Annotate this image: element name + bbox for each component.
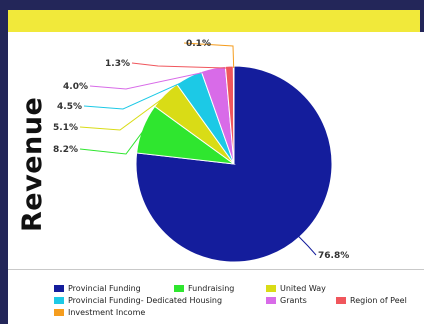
legend-label: Provincial Funding- Dedicated Housing	[68, 296, 223, 305]
divider	[8, 269, 424, 270]
legend-item[interactable]: Provincial Funding- Dedicated Housing	[54, 296, 222, 306]
leader-line	[297, 235, 317, 256]
legend-swatch	[266, 297, 276, 304]
slice-data-label: 76.8%	[318, 251, 349, 261]
slice-data-label: 0.1%	[186, 39, 211, 49]
slice-data-label: 4.0%	[63, 82, 88, 92]
legend-label: Investment Income	[68, 308, 146, 317]
legend-item[interactable]: Fundraising	[174, 284, 234, 294]
legend-label: United Way	[280, 284, 326, 293]
legend-label: Region of Peel	[350, 296, 407, 305]
pie-chart: 76.8% 8.2% 5.1% 4.5% 4.0% 1.3% 0.1%	[53, 39, 349, 263]
leader-line	[79, 128, 145, 155]
legend-swatch	[336, 297, 346, 304]
legend-item[interactable]: Investment Income	[54, 308, 145, 318]
legend-label: Provincial Funding	[68, 284, 141, 293]
side-title: Revenue	[17, 96, 48, 232]
legend-swatch	[54, 297, 64, 304]
legend-item[interactable]: Grants	[266, 296, 307, 306]
slice-data-label: 4.5%	[57, 102, 82, 112]
chart-panel: 76.8% 8.2% 5.1% 4.5% 4.0% 1.3% 0.1% Revenue Pr…	[8, 32, 424, 324]
legend-label: Fundraising	[188, 284, 235, 293]
legend-swatch	[174, 285, 184, 292]
leader-line	[183, 42, 235, 69]
slice-data-label: 5.1%	[53, 123, 78, 133]
legend-swatch	[54, 285, 64, 292]
slice-data-label: 1.3%	[105, 59, 130, 69]
leader-line	[89, 69, 214, 90]
legend-item[interactable]: Region of Peel	[336, 296, 407, 306]
legend-label: Grants	[280, 296, 307, 305]
legend: Provincial Funding Fundraising United Way P…	[54, 284, 414, 324]
slice-data-label: 8.2%	[53, 145, 78, 155]
legend-swatch	[266, 285, 276, 292]
legend-item[interactable]: Provincial Funding	[54, 284, 141, 294]
legend-item[interactable]: United Way	[266, 284, 326, 294]
leader-line	[83, 78, 190, 110]
leader-line	[79, 95, 167, 131]
legend-swatch	[54, 309, 64, 316]
pie-slice-investment-income[interactable]	[232, 65, 235, 165]
leader-line	[131, 62, 230, 69]
header-bar	[8, 10, 420, 32]
